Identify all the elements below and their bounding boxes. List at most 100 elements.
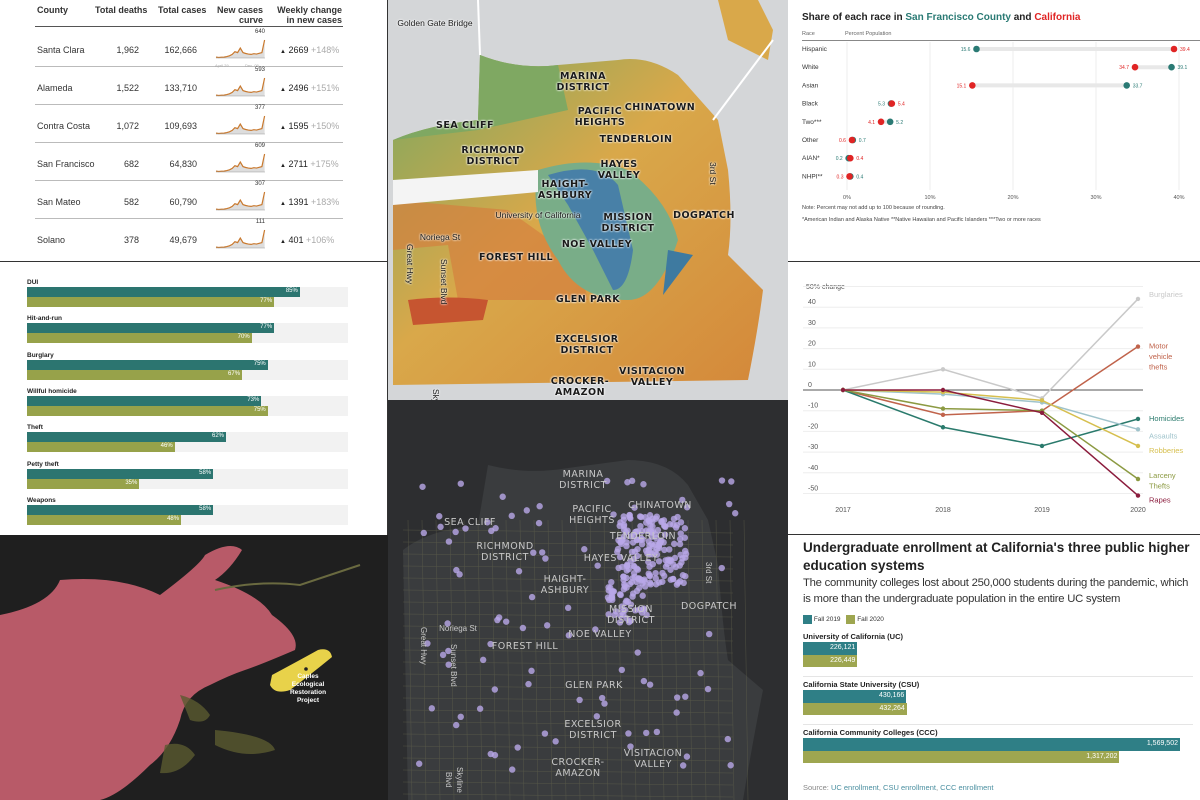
river bbox=[214, 564, 361, 591]
incident-dot bbox=[620, 585, 628, 593]
incident-dot bbox=[445, 538, 453, 545]
county-name: Alameda bbox=[37, 83, 73, 93]
series-label: Assaults bbox=[1149, 431, 1178, 440]
incident-dot bbox=[679, 496, 686, 504]
map-label: MISSION DISTRICT bbox=[607, 604, 655, 626]
incident-dot bbox=[476, 705, 484, 712]
sf-choropleth-map: Golden Gate Bridge MARINA DISTRICT PACIFIC… bbox=[388, 0, 788, 400]
incident-dot bbox=[645, 538, 652, 545]
incident-dot bbox=[649, 542, 657, 550]
vegetation-area bbox=[160, 695, 275, 774]
incident-dot bbox=[683, 753, 691, 760]
new-cases-sparkline bbox=[215, 191, 266, 211]
series-line bbox=[842, 345, 1139, 416]
system-row: University of California (UC) 226,121 226,… bbox=[803, 632, 1193, 678]
incident-dot bbox=[646, 550, 654, 557]
incident-dot bbox=[436, 513, 443, 520]
map-label: 3rd St bbox=[704, 562, 713, 584]
incident-dot bbox=[682, 693, 689, 700]
map-label: MARINA DISTRICT bbox=[559, 469, 607, 491]
incident-dot bbox=[641, 606, 648, 613]
y-tick-label: -40 bbox=[808, 465, 818, 472]
x-tick-label: 2018 bbox=[935, 507, 951, 514]
incident-dot bbox=[640, 481, 647, 488]
bar-fall-2020: 432,264 bbox=[803, 702, 907, 716]
value-label: 0.4 bbox=[856, 174, 863, 180]
x-tick-label: 0% bbox=[843, 195, 851, 201]
incident-dot bbox=[718, 477, 726, 484]
california-dot bbox=[969, 82, 976, 89]
series-line bbox=[842, 298, 1139, 400]
bayview-area bbox=[663, 250, 693, 295]
bar-first: 58% bbox=[27, 468, 214, 479]
california-dot bbox=[846, 173, 853, 180]
x-tick-label: 2017 bbox=[835, 507, 851, 514]
header-curve: New cases curve bbox=[216, 5, 263, 25]
map-label: PACIFIC HEIGHTS bbox=[569, 504, 615, 526]
incident-dot bbox=[697, 669, 704, 677]
incident-dot bbox=[634, 649, 641, 656]
incident-dot bbox=[487, 640, 494, 648]
incident-dot bbox=[643, 729, 650, 737]
up-triangle-icon: ▲ bbox=[280, 201, 286, 207]
incident-dot bbox=[625, 730, 632, 737]
uc-enrollment-link[interactable]: UC enrollment bbox=[830, 783, 879, 792]
conviction-rate-bar-chart: DUI 85% 77% Hit-and-run 77% 70% Burglary 75% 67%… bbox=[0, 262, 388, 535]
map-label: RICHMOND DISTRICT bbox=[476, 541, 534, 563]
map-label: SEA CLIFF bbox=[435, 120, 495, 131]
incident-dot bbox=[428, 705, 436, 712]
incident-dot bbox=[523, 507, 530, 514]
incident-dot bbox=[649, 523, 656, 530]
weekly-change: ▲ 1391 +183% bbox=[280, 197, 340, 207]
bar-second: 77% bbox=[27, 297, 275, 307]
street-grid bbox=[402, 519, 749, 800]
incident-dot bbox=[535, 519, 543, 527]
system-label: University of California (UC) bbox=[803, 632, 904, 642]
incident-dot bbox=[593, 713, 601, 720]
incident-dot bbox=[635, 575, 642, 583]
incident-dot bbox=[618, 666, 626, 674]
incident-dot bbox=[515, 568, 523, 575]
data-point bbox=[1039, 443, 1045, 449]
category-label: Petty theft bbox=[27, 460, 59, 468]
data-point bbox=[940, 367, 946, 372]
y-tick-label: 10 bbox=[808, 361, 816, 368]
csu-enrollment-link[interactable]: CSU enrollment bbox=[883, 783, 936, 792]
bar-second: 70% bbox=[27, 333, 252, 344]
total-deaths: 1,962 bbox=[116, 45, 139, 55]
x-tick-label: 40% bbox=[1173, 195, 1184, 201]
incident-dot bbox=[564, 604, 572, 612]
incident-dot bbox=[424, 640, 431, 647]
incident-dot bbox=[462, 525, 469, 532]
incident-dot bbox=[638, 540, 646, 548]
up-triangle-icon: ▲ bbox=[280, 163, 286, 169]
sf-dot bbox=[1168, 63, 1175, 71]
map-label: 3rd St bbox=[708, 162, 718, 185]
incident-dot bbox=[592, 626, 599, 633]
y-tick-label: 30 bbox=[808, 320, 816, 327]
incident-dot bbox=[479, 656, 487, 664]
new-cases-sparkline bbox=[215, 77, 266, 97]
incident-dot bbox=[728, 478, 735, 485]
new-cases-sparkline bbox=[215, 39, 266, 59]
series-line bbox=[842, 389, 1139, 447]
sunset-area bbox=[393, 200, 588, 300]
bar-fall-2019: 1,569,502 bbox=[803, 738, 1180, 751]
data-point bbox=[1135, 493, 1141, 498]
x-tick-label: 2019 bbox=[1034, 507, 1050, 514]
incident-dot bbox=[603, 477, 611, 485]
incident-dot bbox=[649, 518, 656, 525]
series-label: Burglaries bbox=[1149, 290, 1183, 299]
sf-dot-map: MARINA DISTRICT PACIFIC HEIGHTS CHINATOWN S… bbox=[388, 400, 788, 800]
total-deaths: 1,522 bbox=[116, 83, 139, 93]
restoration-project-area bbox=[270, 649, 332, 692]
incident-dot bbox=[631, 504, 638, 511]
new-cases-sparkline bbox=[215, 115, 266, 135]
incident-dot bbox=[648, 533, 656, 540]
incident-dot bbox=[669, 575, 677, 583]
incident-dot bbox=[627, 601, 635, 608]
ccc-enrollment-link[interactable]: CCC enrollment bbox=[940, 783, 994, 792]
incident-dot bbox=[646, 572, 653, 579]
incident-dot bbox=[617, 591, 624, 599]
incident-dot bbox=[682, 554, 689, 561]
